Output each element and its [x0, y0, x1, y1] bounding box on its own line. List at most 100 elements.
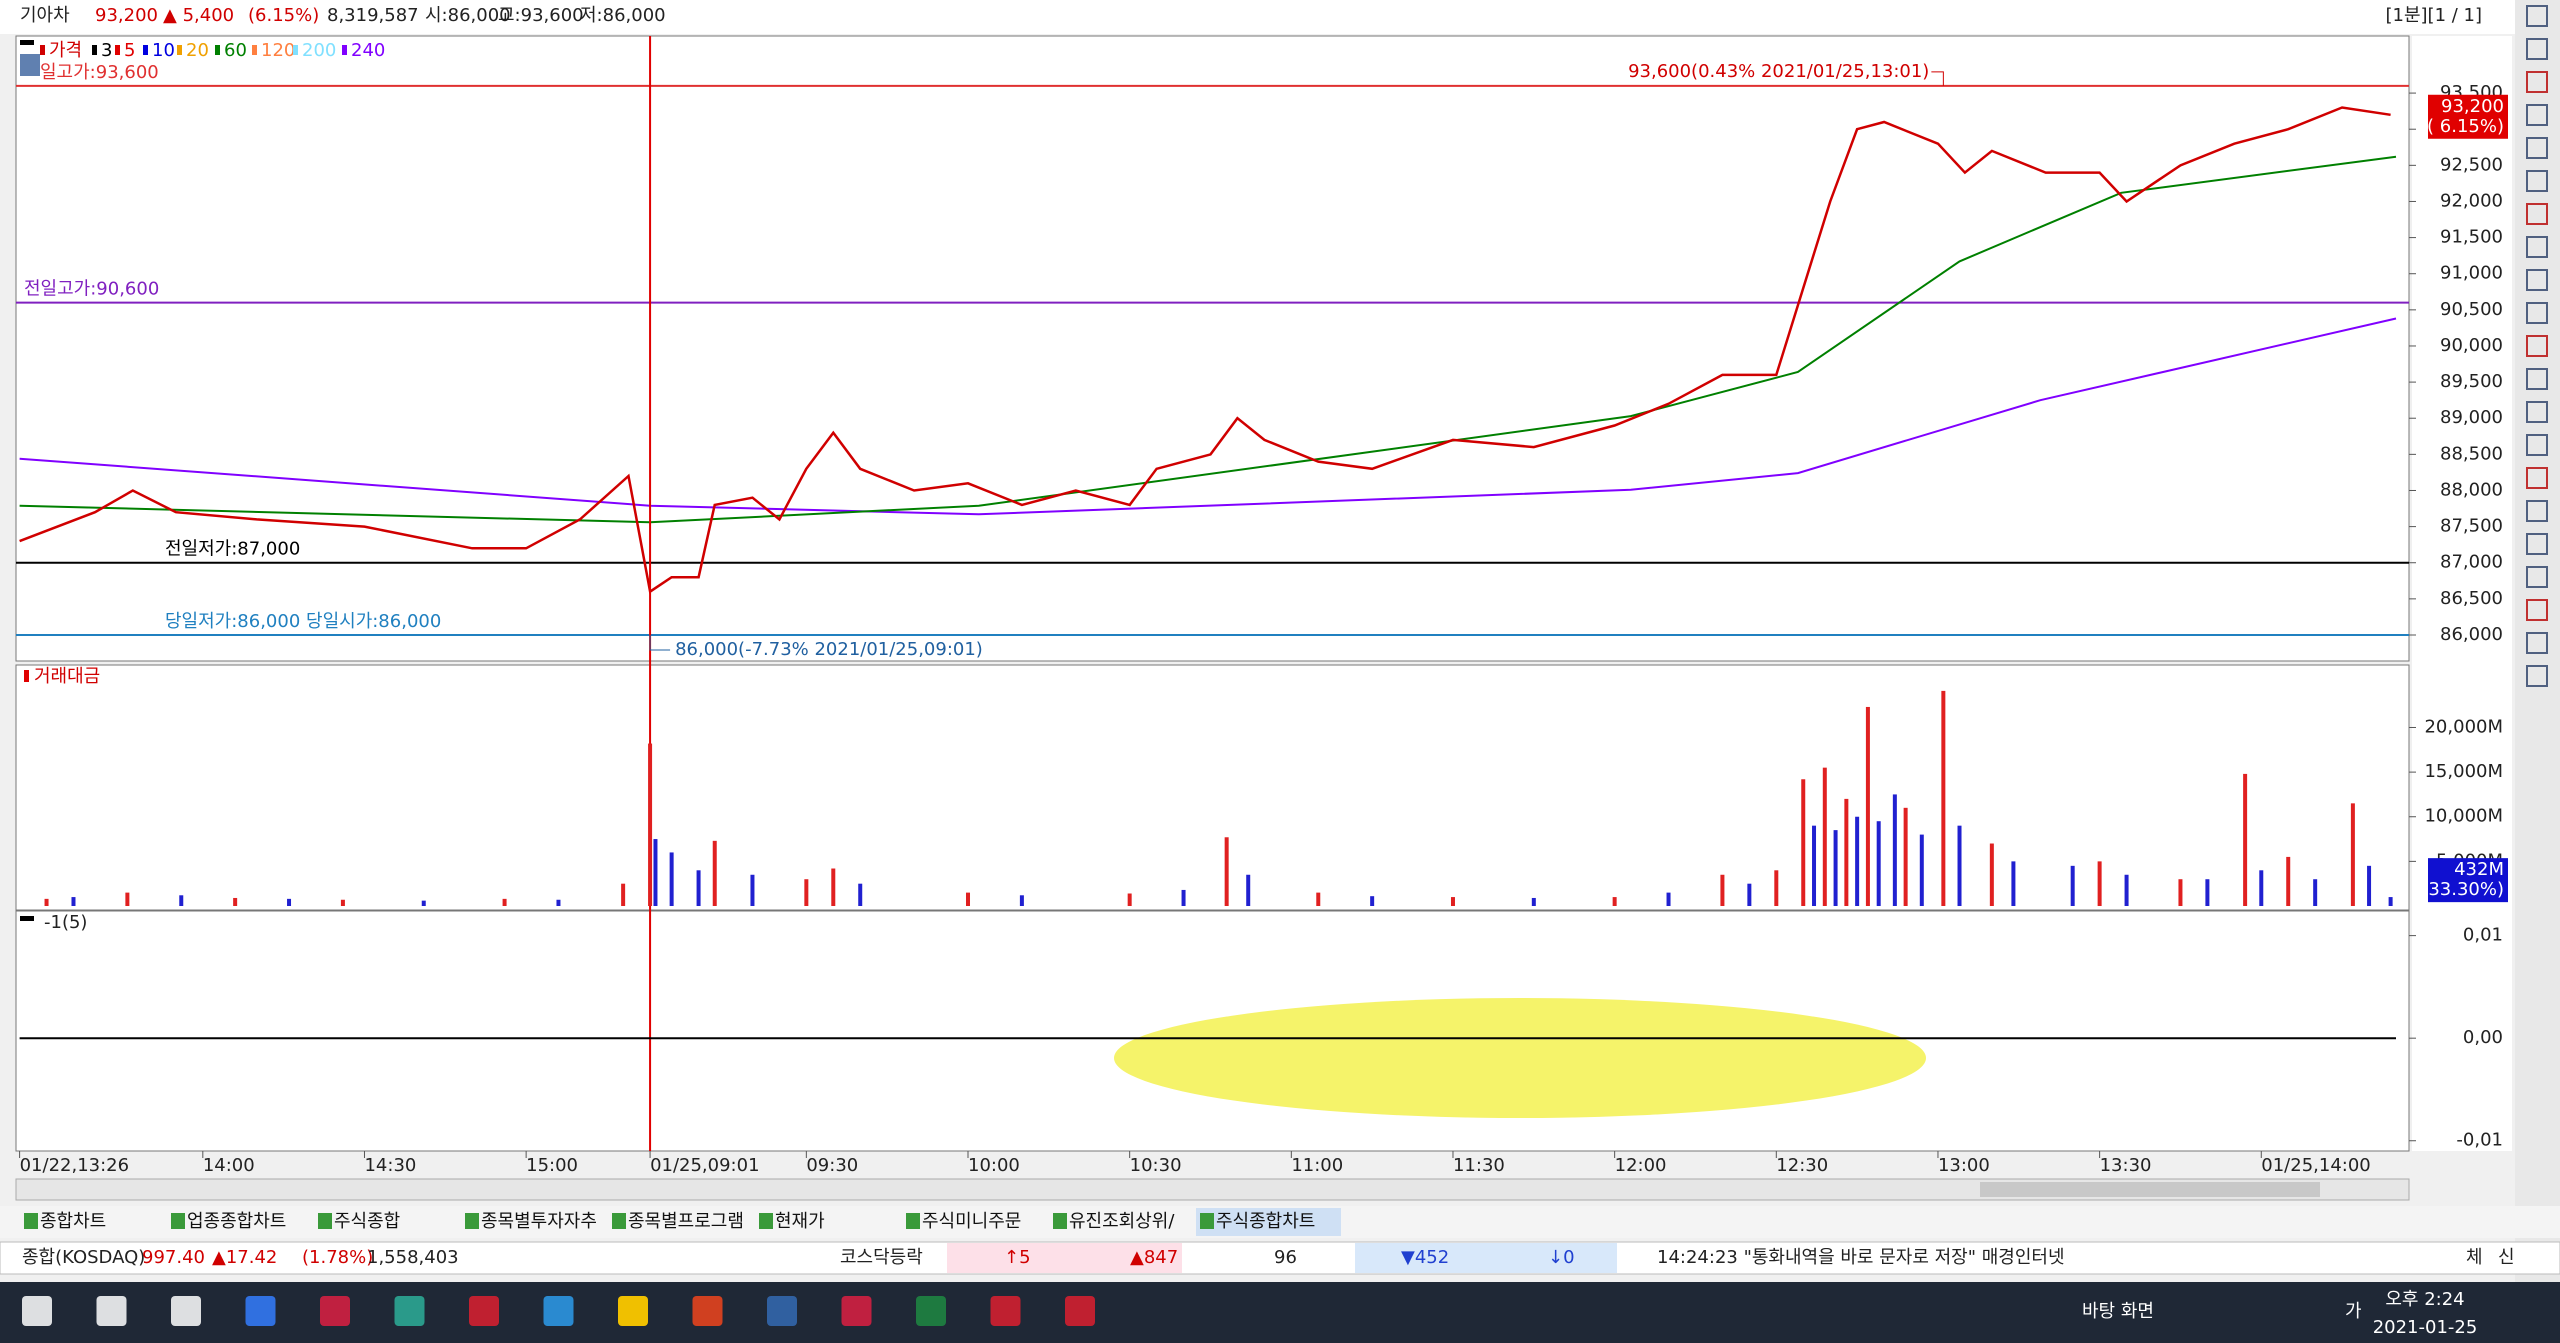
volume-bar [621, 883, 626, 906]
tool-icon[interactable] [2526, 302, 2548, 324]
taskbar [0, 1282, 2560, 1343]
volume-bar [1833, 830, 1838, 906]
reference-label: 전일저가:87,000 [165, 539, 300, 560]
tab-label[interactable]: 현재가 [775, 1211, 825, 1232]
scroll-thumb[interactable] [1980, 1182, 2320, 1197]
tab-label[interactable]: 유진조회상위/ [1069, 1211, 1175, 1232]
tool-icon[interactable] [2526, 5, 2548, 27]
tool-icon[interactable] [2526, 401, 2548, 423]
taskbar-icon[interactable] [916, 1296, 946, 1326]
status-bar [0, 1241, 2560, 1275]
tool-icon[interactable] [2526, 566, 2548, 588]
tool-icon[interactable] [2526, 533, 2548, 555]
period[interactable]: [1분][1 / 1] [2385, 5, 2482, 26]
volume-bar [858, 883, 863, 906]
tool-icon[interactable] [2526, 467, 2548, 489]
taskbar-icon[interactable] [990, 1296, 1021, 1326]
legend-swatch [215, 45, 220, 55]
tab-icon[interactable] [171, 1213, 185, 1229]
taskbar-icon[interactable] [692, 1296, 723, 1326]
ho-icon[interactable] [20, 54, 40, 76]
status-btn[interactable]: 체 [2466, 1247, 2483, 1268]
taskbar-time[interactable]: 오후 2:24 [2385, 1289, 2464, 1310]
tab-icon[interactable] [759, 1213, 773, 1229]
tool-icon[interactable] [2526, 236, 2548, 258]
y-tick-label: 90,500 [2440, 299, 2503, 320]
tool-icon[interactable] [2526, 38, 2548, 60]
x-tick-label: 13:30 [2100, 1155, 2152, 1176]
taskbar-icon[interactable] [22, 1296, 52, 1326]
tab-icon[interactable] [318, 1213, 332, 1229]
x-tick-label: 12:30 [1776, 1155, 1828, 1176]
volume-bar [2097, 861, 2102, 906]
status-market: 코스닥등락 [840, 1247, 923, 1268]
tool-icon[interactable] [2526, 368, 2548, 390]
taskbar-icon[interactable] [394, 1296, 425, 1326]
tab-icon[interactable] [612, 1213, 626, 1229]
tab-icon[interactable] [1200, 1213, 1214, 1229]
tab-label[interactable]: 종목별프로그램 [628, 1211, 744, 1232]
taskbar-icon[interactable] [841, 1296, 872, 1326]
tool-icon[interactable] [2526, 632, 2548, 654]
volume-bar [502, 898, 507, 906]
axis-area [2412, 36, 2512, 1151]
volume-bar [1957, 825, 1962, 906]
tab-icon[interactable] [465, 1213, 479, 1229]
tool-icon[interactable] [2526, 434, 2548, 456]
tab-icon[interactable] [906, 1213, 920, 1229]
scrollbar[interactable] [15, 1178, 2410, 1201]
tab-label[interactable]: 주식종합 [334, 1211, 400, 1232]
legend-label: 10 [152, 40, 175, 61]
header-change: ▲ 5,400 [163, 5, 234, 26]
header-price: 93,200 [95, 5, 158, 26]
tab-label[interactable]: 종합차트 [40, 1211, 106, 1232]
taskbar-date[interactable]: 2021-01-25 [2373, 1317, 2478, 1338]
taskbar-icon[interactable] [245, 1296, 276, 1326]
taskbar-ime[interactable]: 가 [2345, 1301, 2362, 1322]
legend-label: 240 [351, 40, 385, 61]
reference-label: 일고가:93,600 [40, 62, 159, 83]
tab-label[interactable]: 종목별투자자추 [481, 1211, 597, 1232]
tab-label[interactable]: 주식미니주문 [922, 1211, 1021, 1232]
tool-icon[interactable] [2526, 269, 2548, 291]
taskbar-icon[interactable] [320, 1296, 350, 1326]
tab-label[interactable]: 주식종합차트 [1216, 1211, 1315, 1232]
taskbar-icon[interactable] [618, 1296, 648, 1326]
taskbar-icon[interactable] [96, 1296, 127, 1326]
header-low: 저:86,000 [580, 5, 666, 26]
legend-label: 120 [261, 40, 295, 61]
tab-icon[interactable] [1053, 1213, 1067, 1229]
tool-icon[interactable] [2526, 137, 2548, 159]
tool-icon[interactable] [2526, 665, 2548, 687]
tool-icon[interactable] [2526, 599, 2548, 621]
taskbar-icon[interactable] [171, 1296, 201, 1326]
series-line [19, 155, 2397, 524]
tab-icon[interactable] [24, 1213, 38, 1229]
volume-bar [2070, 865, 2075, 906]
legend-swatch [252, 45, 257, 55]
status-up: ▲847 [1130, 1247, 1178, 1268]
tool-icon[interactable] [2526, 500, 2548, 522]
volume-bar [2178, 879, 2183, 906]
info-bar [0, 0, 2560, 34]
volume-bar [1941, 690, 1946, 906]
volume-bar [648, 743, 653, 906]
taskbar-icon[interactable] [1065, 1296, 1095, 1326]
taskbar-icon[interactable] [767, 1296, 797, 1326]
tool-icon[interactable] [2526, 203, 2548, 225]
tool-icon[interactable] [2526, 335, 2548, 357]
taskbar-desktop[interactable]: 바탕 화면 [2082, 1301, 2154, 1322]
indicator-title: -1(5) [44, 912, 87, 933]
tool-icon[interactable] [2526, 104, 2548, 126]
status-index: 종합(KOSDAQ) [22, 1247, 145, 1268]
x-tick-label: 11:30 [1453, 1155, 1505, 1176]
header-high: 고:93,600 [498, 5, 584, 26]
volume-bar [804, 879, 809, 906]
tool-icon[interactable] [2526, 71, 2548, 93]
status-btn[interactable]: 신 [2498, 1247, 2515, 1268]
taskbar-icon[interactable] [543, 1296, 574, 1326]
tab-label[interactable]: 업종종합차트 [187, 1211, 286, 1232]
taskbar-icon[interactable] [469, 1296, 499, 1326]
tool-icon[interactable] [2526, 170, 2548, 192]
y-tick-label: 10,000M [2424, 806, 2503, 827]
